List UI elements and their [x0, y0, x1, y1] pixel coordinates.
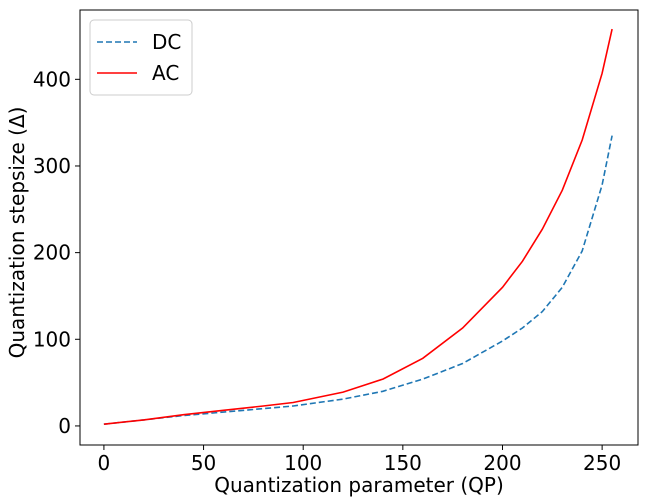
legend-label-dc: DC [152, 30, 181, 54]
x-axis-label: Quantization parameter (QP) [214, 473, 504, 497]
x-tick-label: 0 [98, 451, 111, 475]
y-tick-label: 300 [33, 154, 71, 178]
plot-lines [103, 28, 613, 425]
x-tick-label: 100 [284, 451, 322, 475]
plot-frame [79, 9, 639, 446]
legend-box [89, 19, 193, 96]
x-axis-ticks: 0 50 100 150 200 250 [98, 445, 621, 475]
x-tick-label: 50 [191, 451, 216, 475]
y-tick-label: 200 [33, 241, 71, 265]
series-line-ac [103, 28, 613, 425]
y-tick-label: 400 [33, 67, 71, 91]
y-tick-label: 0 [58, 414, 71, 438]
x-tick-label: 250 [583, 451, 621, 475]
y-axis-label: Quantization stepsize (Δ) [5, 107, 29, 359]
y-tick-label: 100 [33, 327, 71, 351]
x-tick-label: 150 [384, 451, 422, 475]
series-line-dc [103, 135, 613, 425]
y-axis-ticks: 0 100 200 300 400 [33, 67, 80, 438]
x-tick-label: 200 [483, 451, 521, 475]
legend: DC AC [89, 19, 193, 96]
legend-label-ac: AC [152, 61, 179, 85]
